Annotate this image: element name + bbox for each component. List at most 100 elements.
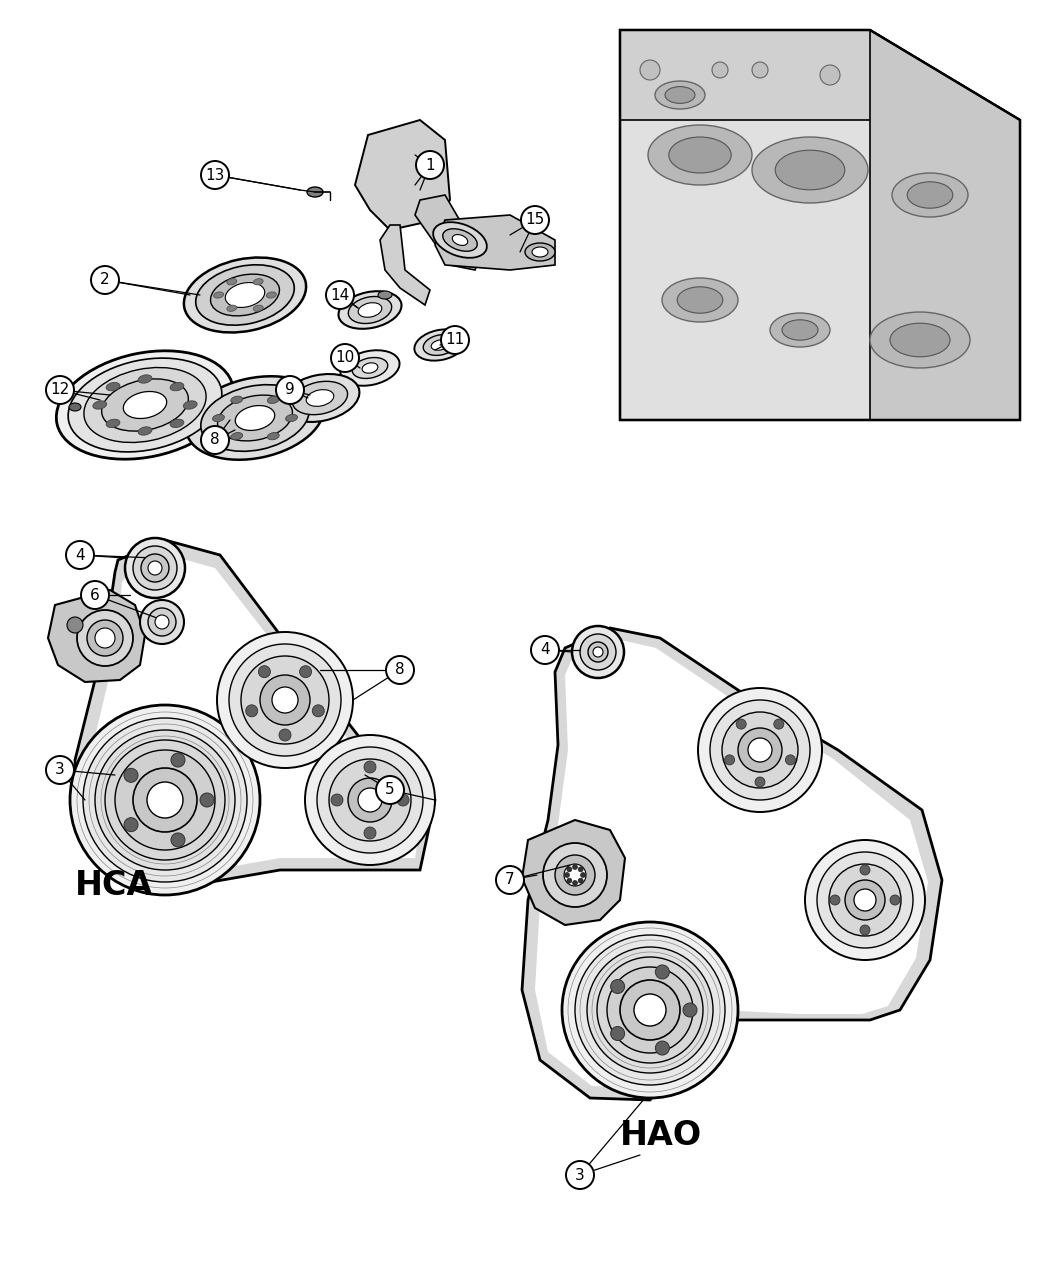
Polygon shape [415,195,480,270]
Text: 12: 12 [50,382,69,398]
Circle shape [587,947,713,1074]
Circle shape [579,867,583,872]
Ellipse shape [253,279,264,284]
Text: 8: 8 [395,663,405,677]
Ellipse shape [235,405,275,431]
Circle shape [593,646,603,657]
Circle shape [279,729,291,741]
Circle shape [567,878,572,884]
Ellipse shape [340,351,400,386]
Circle shape [712,62,728,78]
Polygon shape [48,590,145,682]
Circle shape [597,958,704,1063]
Circle shape [133,768,197,833]
Ellipse shape [102,379,188,431]
Circle shape [364,761,376,773]
Ellipse shape [358,302,382,317]
Circle shape [564,864,586,886]
Ellipse shape [139,375,152,384]
Polygon shape [536,638,928,1088]
Circle shape [348,778,392,822]
Ellipse shape [655,82,705,108]
Circle shape [710,700,810,799]
Circle shape [572,864,578,870]
Text: 1: 1 [425,158,435,172]
Circle shape [94,629,116,648]
Circle shape [141,555,169,581]
Polygon shape [90,555,425,878]
Circle shape [555,856,595,895]
Ellipse shape [648,125,752,185]
Circle shape [140,601,184,644]
Text: 3: 3 [575,1168,585,1182]
Circle shape [496,866,524,894]
Circle shape [331,794,343,806]
Circle shape [567,867,572,872]
Circle shape [258,666,271,678]
Ellipse shape [307,187,323,198]
Circle shape [682,1003,697,1017]
Circle shape [854,889,876,912]
Ellipse shape [195,265,294,325]
Ellipse shape [752,136,868,203]
Ellipse shape [532,247,548,258]
Circle shape [201,161,229,189]
Circle shape [125,538,185,598]
Circle shape [566,1162,594,1190]
Circle shape [272,687,298,713]
Ellipse shape [267,292,276,298]
Ellipse shape [349,297,392,324]
Ellipse shape [84,367,206,442]
Ellipse shape [231,432,243,440]
Circle shape [738,728,782,771]
Ellipse shape [170,419,184,427]
Circle shape [364,827,376,839]
Ellipse shape [68,358,222,451]
Circle shape [575,935,724,1085]
Circle shape [736,719,747,729]
Circle shape [312,705,324,717]
Ellipse shape [415,329,465,361]
Circle shape [358,788,382,812]
Ellipse shape [268,432,279,440]
Circle shape [94,731,235,870]
Polygon shape [435,215,555,270]
Polygon shape [870,31,1020,419]
Circle shape [890,895,900,905]
Circle shape [722,711,798,788]
Text: HCA: HCA [75,870,153,901]
Ellipse shape [307,390,334,407]
Ellipse shape [890,323,950,357]
Ellipse shape [443,228,478,251]
Text: 2: 2 [100,273,110,287]
Circle shape [229,644,341,756]
Circle shape [620,980,680,1040]
Ellipse shape [662,278,738,323]
Ellipse shape [362,363,378,374]
Circle shape [299,666,312,678]
Ellipse shape [892,173,968,217]
Circle shape [91,266,119,295]
Circle shape [572,881,578,886]
Ellipse shape [217,395,293,441]
Circle shape [830,864,901,936]
Circle shape [67,617,83,632]
Polygon shape [620,31,1020,120]
Circle shape [817,852,914,949]
Ellipse shape [432,339,448,351]
Polygon shape [355,120,450,230]
Circle shape [171,754,185,768]
Ellipse shape [423,334,457,356]
Circle shape [655,1042,669,1054]
Circle shape [820,65,840,85]
Circle shape [860,924,870,935]
Circle shape [634,994,666,1026]
Circle shape [217,632,353,768]
Ellipse shape [669,136,731,173]
Text: 11: 11 [445,333,464,348]
Text: 6: 6 [90,588,100,603]
Circle shape [304,734,435,864]
Polygon shape [75,541,435,890]
Ellipse shape [286,414,297,422]
Ellipse shape [907,182,952,208]
